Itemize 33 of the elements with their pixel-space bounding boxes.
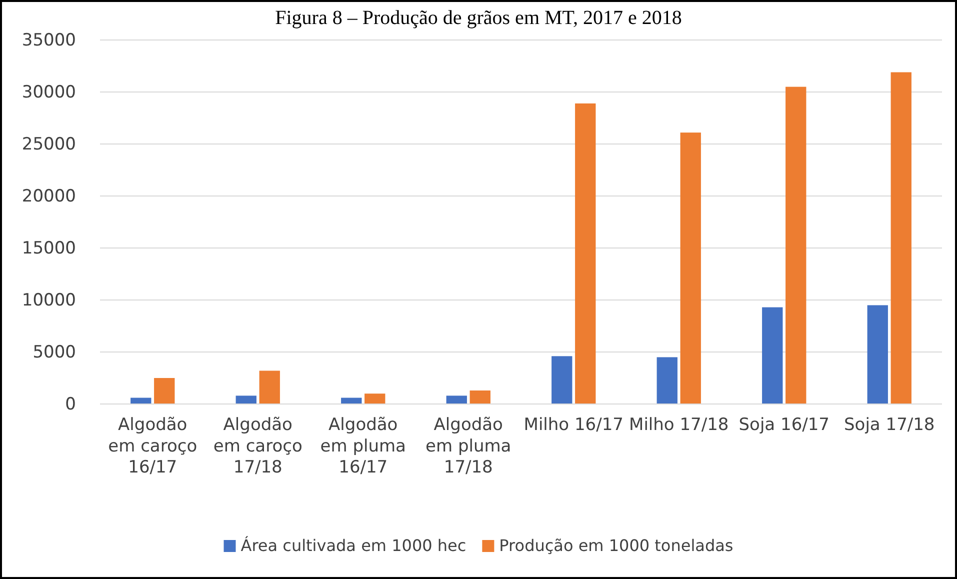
bar <box>762 307 783 404</box>
x-tick-label: Milho 17/18 <box>629 415 729 436</box>
x-tick-label: Algodão em caroço 16/17 <box>108 415 198 478</box>
x-tick-label: Algodão em pluma 16/17 <box>320 415 406 478</box>
y-tick-label: 10000 <box>22 290 76 310</box>
bar <box>786 86 806 404</box>
bar <box>867 305 888 404</box>
y-tick-label: 5000 <box>32 342 76 362</box>
bar <box>656 357 678 404</box>
y-tick-label: 0 <box>65 394 76 414</box>
chart-title: Figura 8 – Produção de grãos em MT, 2017 e 2018 <box>275 7 682 29</box>
x-tick-label: Soja 16/17 <box>738 415 830 436</box>
legend-label: Área cultivada em 1000 hec <box>240 536 466 555</box>
bar <box>680 132 701 404</box>
x-tick-label: Soja 17/18 <box>844 415 935 436</box>
bar <box>470 390 490 404</box>
x-tick-label: Milho 16/17 <box>524 415 624 436</box>
bar <box>552 356 572 404</box>
y-tick-label: 35000 <box>22 30 76 50</box>
x-tick-label: Algodão em pluma 17/18 <box>426 415 512 478</box>
y-tick-label: 15000 <box>22 238 76 258</box>
bar <box>364 394 386 404</box>
bar <box>236 396 256 404</box>
y-tick-label: 30000 <box>22 82 76 102</box>
legend-label: Produção em 1000 toneladas <box>499 536 734 555</box>
bar <box>154 378 175 404</box>
bar <box>575 103 596 404</box>
bar <box>259 370 280 404</box>
y-tick-label: 25000 <box>22 134 76 154</box>
x-tick-label: Algodão em caroço 17/18 <box>213 415 302 478</box>
y-tick-label: 20000 <box>22 186 76 206</box>
bar <box>446 396 467 404</box>
bar <box>890 72 912 404</box>
